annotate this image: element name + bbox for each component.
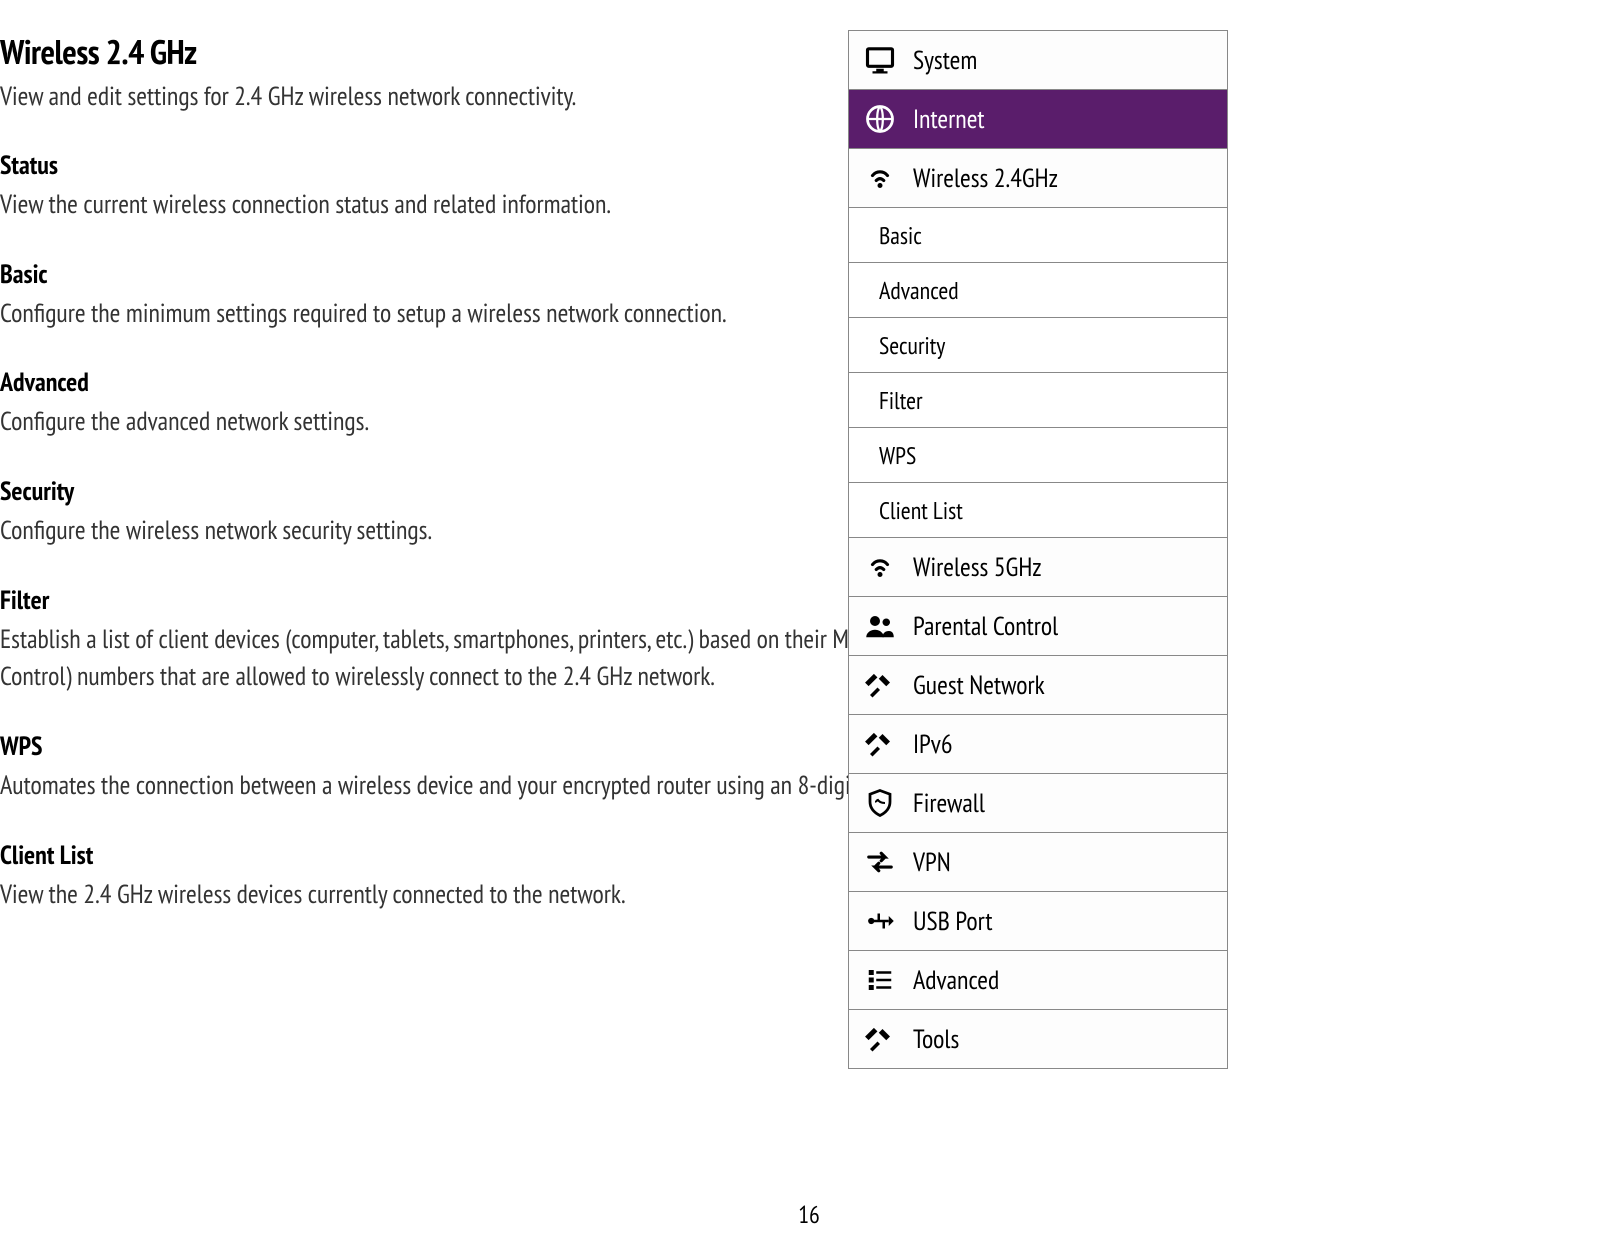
submenu-item-security[interactable]: Security [849,318,1227,373]
menu-item-firewall[interactable]: Firewall [849,774,1227,833]
menu-item-label: VPN [913,846,1227,879]
submenu-item-client-list[interactable]: Client List [849,483,1227,538]
menu-item-label: System [913,44,1227,77]
menu-item-guest-network[interactable]: Guest Network [849,656,1227,715]
menu-item-label: USB Port [913,905,1227,938]
list-icon [861,961,899,999]
tools-icon [861,725,899,763]
menu-item-label: Parental Control [913,610,1227,643]
people-icon [861,607,899,645]
globe-icon [861,100,899,138]
submenu-item-basic[interactable]: Basic [849,208,1227,263]
page-number: 16 [0,1199,1618,1230]
shield-icon [861,784,899,822]
menu-item-wireless-2-4ghz[interactable]: Wireless 2.4GHz [849,149,1227,208]
monitor-icon [861,41,899,79]
submenu-item-wps[interactable]: WPS [849,428,1227,483]
menu-item-ipv6[interactable]: IPv6 [849,715,1227,774]
menu-item-label: IPv6 [913,728,1227,761]
menu-item-vpn[interactable]: VPN [849,833,1227,892]
wifi-icon [861,159,899,197]
menu-item-label: Firewall [913,787,1227,820]
wifi-icon [861,548,899,586]
submenu-item-advanced[interactable]: Advanced [849,263,1227,318]
menu-item-advanced[interactable]: Advanced [849,951,1227,1010]
menu-item-internet[interactable]: Internet [849,90,1227,149]
menu-item-label: Tools [913,1023,1227,1056]
submenu-item-filter[interactable]: Filter [849,373,1227,428]
menu-item-label: Guest Network [913,669,1227,702]
tools-icon [861,1020,899,1058]
tools-icon [861,666,899,704]
arrows-icon [861,843,899,881]
menu-item-system[interactable]: System [849,31,1227,90]
sidebar-menu: SystemInternetWireless 2.4GHzBasicAdvanc… [848,30,1228,1069]
menu-item-tools[interactable]: Tools [849,1010,1227,1069]
menu-item-label: Wireless 2.4GHz [913,162,1227,195]
menu-item-wireless-5ghz[interactable]: Wireless 5GHz [849,538,1227,597]
menu-item-usb-port[interactable]: USB Port [849,892,1227,951]
menu-item-parental-control[interactable]: Parental Control [849,597,1227,656]
menu-item-label: Advanced [913,964,1227,997]
menu-item-label: Wireless 5GHz [913,551,1227,584]
menu-item-label: Internet [913,103,1227,136]
usb-icon [861,902,899,940]
